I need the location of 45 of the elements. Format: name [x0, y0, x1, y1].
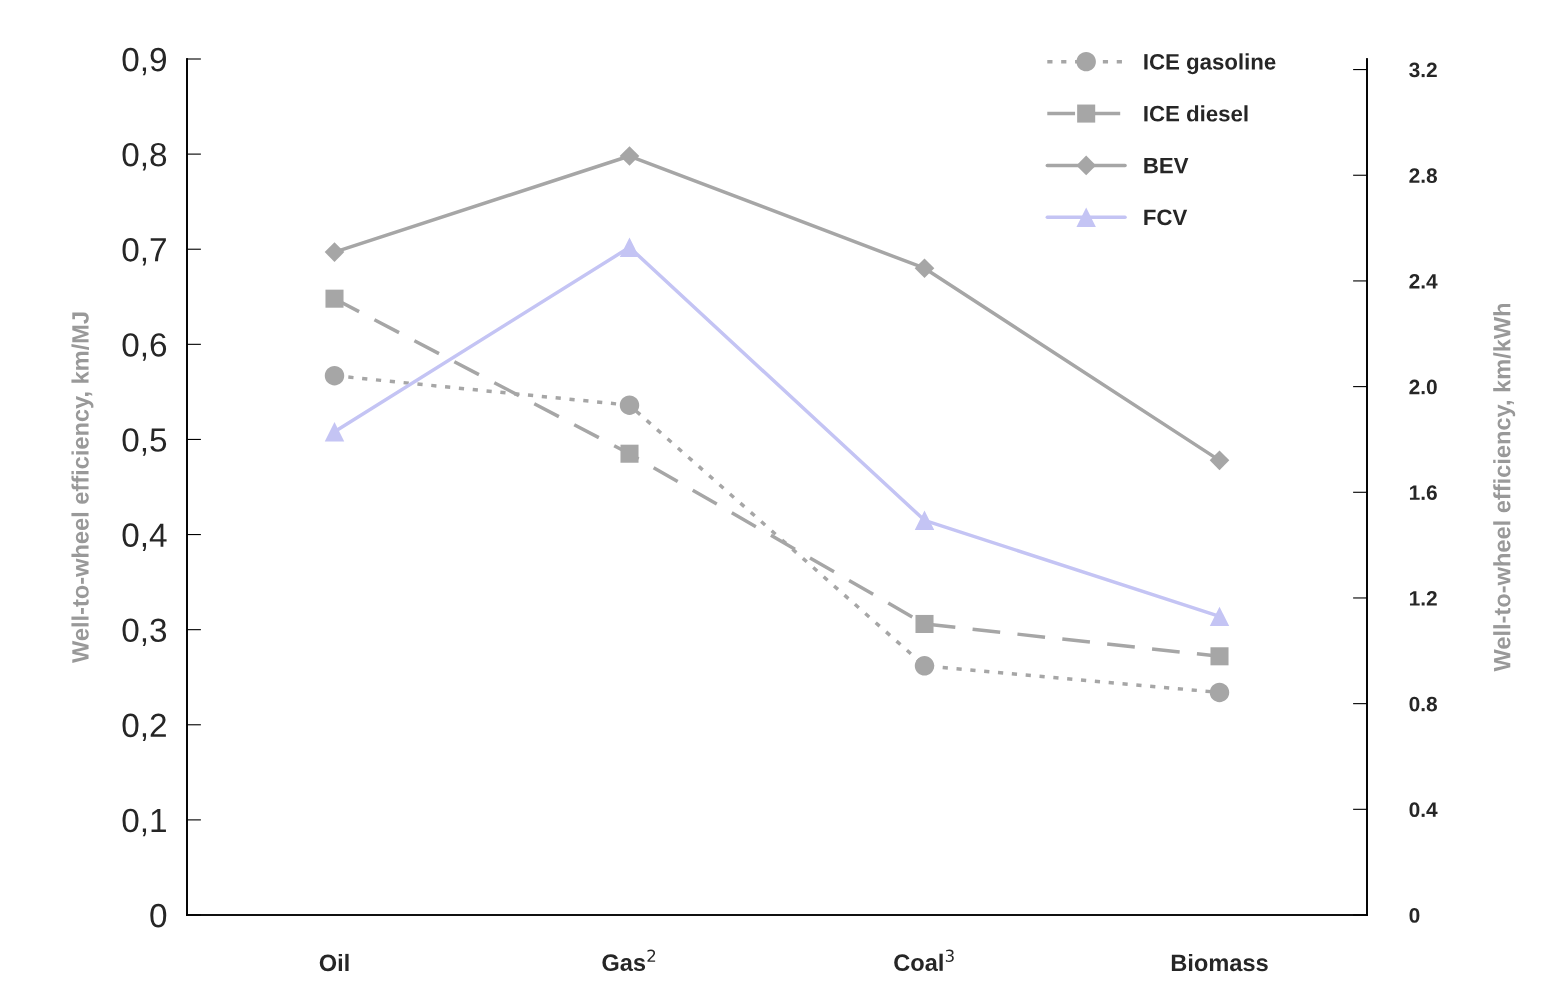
y-tick-label: 0,1 [122, 808, 166, 837]
point [1209, 606, 1230, 627]
y2-tick-label: 2.0 [1409, 379, 1437, 395]
y-tick-label: 0,7 [122, 238, 166, 266]
legend-label: BEV [1144, 157, 1189, 174]
point [915, 614, 934, 633]
y2-tick-label: 0 [1409, 908, 1420, 923]
y-tick-label: 0 [150, 903, 167, 928]
x-tick-label: Gas$^{2}$ [602, 949, 656, 972]
y2-tick-label: 3.2 [1409, 62, 1437, 78]
point [914, 510, 935, 531]
point [619, 146, 640, 166]
y-tick-label: 0,3 [122, 618, 167, 647]
point [1210, 647, 1229, 666]
point [619, 395, 640, 415]
point [324, 422, 345, 442]
y-tick-label: 0,5 [122, 428, 167, 456]
y2-tick-label: 0.8 [1409, 696, 1437, 712]
y-tick-label: 0,8 [122, 142, 167, 171]
point [914, 258, 935, 279]
legend-label: FCV [1144, 209, 1188, 226]
y2-axis-title: Well-to-wheel efficiency, km/kWh [1493, 303, 1516, 672]
point [914, 656, 935, 676]
point [325, 289, 344, 308]
x-tick-label: Coal$^{3}$ [894, 949, 954, 972]
y-tick-label: 0,2 [122, 713, 166, 742]
point [324, 242, 345, 262]
y2-tick-label: 1.2 [1409, 590, 1437, 606]
y-tick-label: 0,6 [122, 333, 167, 361]
y-tick-label: 0,4 [122, 523, 167, 551]
y2-tick-label: 1.6 [1409, 485, 1437, 501]
y2-tick-label: 2.8 [1409, 168, 1437, 183]
x-tick-label: Oil [319, 953, 349, 972]
point [1209, 682, 1230, 703]
y2-tick-label: 0.4 [1409, 802, 1438, 818]
legend-label: ICE gasoline [1144, 53, 1276, 75]
legend-label: ICE diesel [1144, 105, 1248, 122]
x-tick-label: Biomass [1171, 953, 1268, 972]
point [1209, 450, 1230, 471]
y-axis-title: Well-to-wheel efficiency, km/MJ [71, 312, 94, 664]
y2-tick-label: 2.4 [1409, 273, 1438, 289]
point [324, 366, 345, 386]
point [620, 444, 639, 463]
point [619, 237, 640, 258]
y-tick-label: 0,9 [122, 47, 166, 76]
